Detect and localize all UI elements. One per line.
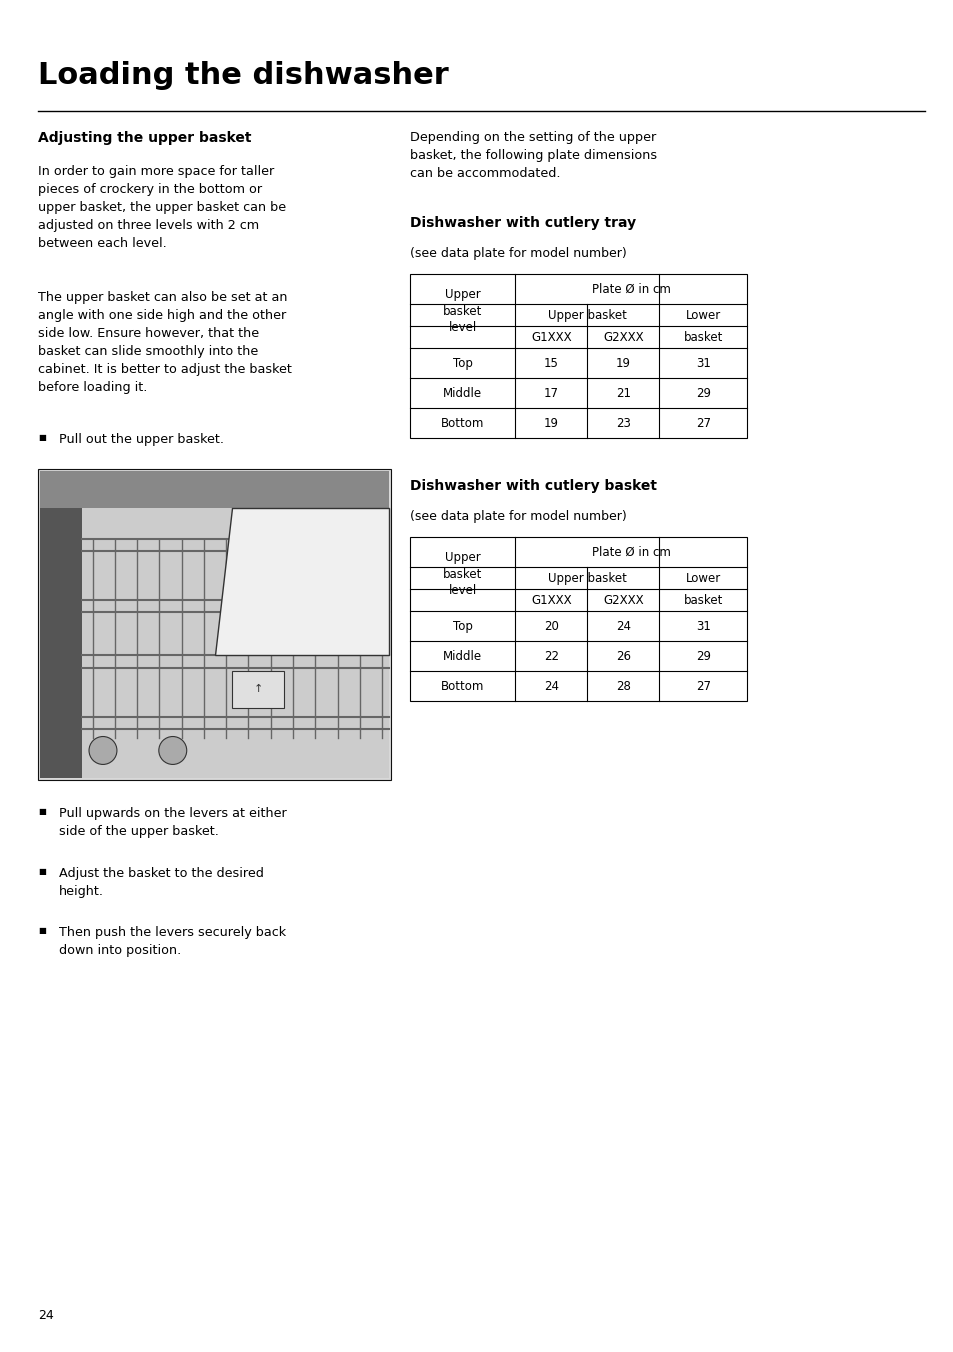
Circle shape: [89, 737, 117, 764]
Text: (see data plate for model number): (see data plate for model number): [410, 510, 626, 523]
Bar: [82, 508, 389, 779]
Text: 27: 27: [695, 680, 710, 692]
Text: Loading the dishwasher: Loading the dishwasher: [38, 61, 449, 89]
Circle shape: [158, 737, 187, 764]
Text: 31: 31: [695, 357, 710, 370]
Text: Pull out the upper basket.: Pull out the upper basket.: [59, 433, 224, 446]
Text: 24: 24: [38, 1309, 54, 1322]
Text: Adjusting the upper basket: Adjusting the upper basket: [38, 131, 252, 145]
Text: 29: 29: [695, 387, 710, 400]
Bar: [410, 537, 746, 702]
Text: 17: 17: [543, 387, 558, 400]
Text: 19: 19: [543, 416, 558, 430]
Text: Depending on the setting of the upper
basket, the following plate dimensions
can: Depending on the setting of the upper ba…: [410, 131, 657, 180]
Text: 22: 22: [543, 650, 558, 662]
Text: 19: 19: [615, 357, 630, 370]
Text: Then push the levers securely back
down into position.: Then push the levers securely back down …: [59, 926, 286, 957]
Text: G1XXX: G1XXX: [531, 331, 571, 343]
Text: G2XXX: G2XXX: [602, 331, 643, 343]
Text: ↑: ↑: [253, 684, 263, 694]
Text: Adjust the basket to the desired
height.: Adjust the basket to the desired height.: [59, 867, 264, 898]
Text: 26: 26: [615, 650, 630, 662]
Text: Middle: Middle: [443, 387, 482, 400]
Text: Middle: Middle: [443, 650, 482, 662]
Text: 27: 27: [695, 416, 710, 430]
Text: Top: Top: [453, 357, 472, 370]
Text: 20: 20: [543, 619, 558, 633]
Text: Pull upwards on the levers at either
side of the upper basket.: Pull upwards on the levers at either sid…: [59, 807, 287, 838]
Text: 21: 21: [615, 387, 630, 400]
Text: basket: basket: [682, 594, 722, 607]
Text: basket: basket: [682, 331, 722, 343]
Text: 28: 28: [615, 680, 630, 692]
Text: ■: ■: [38, 867, 46, 876]
Text: Upper basket: Upper basket: [547, 572, 626, 584]
Text: Plate Ø in cm: Plate Ø in cm: [591, 546, 670, 558]
Text: Dishwasher with cutlery tray: Dishwasher with cutlery tray: [410, 216, 636, 230]
Text: ■: ■: [38, 807, 46, 817]
Text: Upper
basket
level: Upper basket level: [442, 552, 482, 598]
Text: Upper
basket
level: Upper basket level: [442, 288, 482, 334]
Bar: [410, 274, 746, 438]
Text: ■: ■: [38, 926, 46, 936]
Text: Lower: Lower: [685, 310, 720, 322]
Text: Bottom: Bottom: [440, 680, 484, 692]
Text: Lower: Lower: [685, 572, 720, 584]
Text: ■: ■: [38, 433, 46, 442]
Bar: [232, 671, 284, 707]
Text: (see data plate for model number): (see data plate for model number): [410, 247, 626, 261]
Text: Upper basket: Upper basket: [547, 310, 626, 322]
Text: G2XXX: G2XXX: [602, 594, 643, 607]
Text: 24: 24: [543, 680, 558, 692]
Text: Dishwasher with cutlery basket: Dishwasher with cutlery basket: [410, 479, 657, 493]
Text: 29: 29: [695, 650, 710, 662]
Text: 31: 31: [695, 619, 710, 633]
Text: 15: 15: [543, 357, 558, 370]
Text: Bottom: Bottom: [440, 416, 484, 430]
Text: 24: 24: [615, 619, 630, 633]
Text: Top: Top: [453, 619, 472, 633]
Bar: [40, 508, 82, 779]
Text: 23: 23: [615, 416, 630, 430]
Text: In order to gain more space for taller
pieces of crockery in the bottom or
upper: In order to gain more space for taller p…: [38, 165, 286, 250]
Text: G1XXX: G1XXX: [531, 594, 571, 607]
Bar: [40, 470, 389, 508]
Text: The upper basket can also be set at an
angle with one side high and the other
si: The upper basket can also be set at an a…: [38, 291, 292, 393]
Polygon shape: [214, 508, 389, 656]
Text: Plate Ø in cm: Plate Ø in cm: [591, 283, 670, 296]
Bar: [38, 469, 391, 780]
